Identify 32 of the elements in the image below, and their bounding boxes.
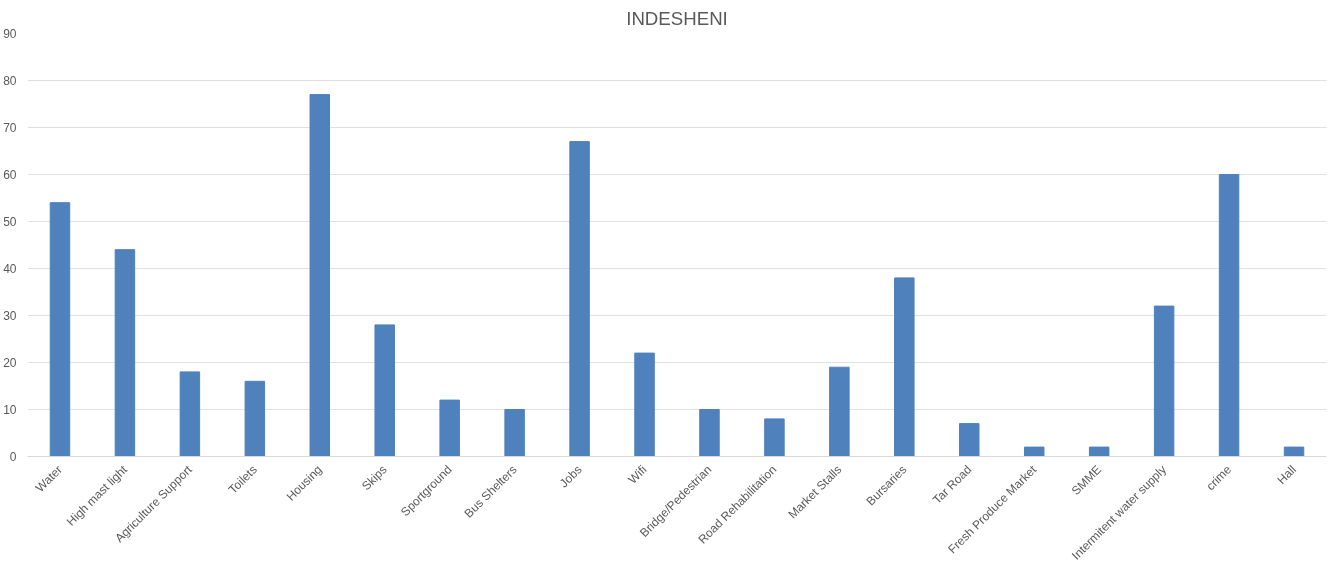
y-tick-label: 90 — [3, 27, 17, 41]
y-tick-label: 80 — [3, 74, 17, 88]
bar — [439, 399, 460, 457]
y-tick-label: 70 — [3, 121, 17, 135]
bar — [1088, 446, 1110, 457]
bar — [374, 324, 395, 457]
bar — [699, 409, 720, 457]
bar — [1283, 446, 1305, 457]
y-tick-label: 30 — [3, 309, 17, 323]
bar — [244, 380, 266, 457]
y-tick-label: 20 — [3, 356, 17, 370]
bar — [1218, 174, 1240, 457]
y-tick-label: 40 — [3, 262, 17, 276]
chart-title: INDESHENI — [626, 7, 728, 29]
bar — [1023, 446, 1045, 457]
y-tick-label: 60 — [3, 168, 17, 182]
bar — [894, 277, 915, 457]
bar — [49, 202, 71, 457]
bar — [829, 366, 850, 457]
bar — [114, 249, 136, 457]
bar — [504, 409, 525, 457]
bar — [959, 423, 980, 457]
bar — [309, 94, 331, 457]
y-tick-label: 0 — [9, 450, 17, 464]
bar — [634, 352, 655, 457]
bar — [1153, 305, 1175, 457]
bar — [764, 418, 785, 457]
bar — [569, 141, 590, 457]
bar — [179, 371, 201, 457]
y-tick-label: 50 — [3, 215, 17, 229]
y-tick-label: 10 — [3, 403, 17, 417]
x-tick-label: Hall — [1274, 462, 1299, 488]
